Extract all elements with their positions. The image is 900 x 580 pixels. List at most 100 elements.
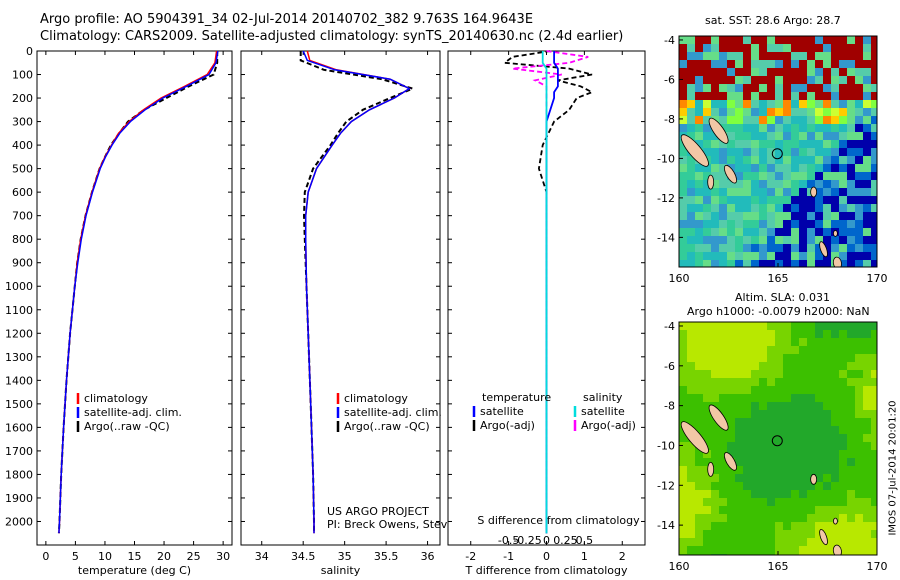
sla-cell <box>863 362 872 371</box>
sla-cell <box>679 354 688 363</box>
sst-cell <box>807 212 816 221</box>
sst-cell <box>847 204 856 213</box>
y-tick-label: 1700 <box>5 445 33 458</box>
sst-cell <box>751 140 760 149</box>
sla-cell <box>727 506 736 515</box>
sst-cell <box>719 244 728 253</box>
sla-cell <box>695 522 704 531</box>
sst-cell <box>719 260 728 267</box>
sst-cell <box>743 140 752 149</box>
sst-cell <box>719 204 728 213</box>
sla-cell <box>695 394 704 403</box>
sst-cell <box>735 116 744 125</box>
sla-cell <box>839 370 848 379</box>
sst-cell <box>751 252 760 261</box>
sst-cell <box>775 212 784 221</box>
sst-cell <box>727 100 736 109</box>
sst-cell <box>687 244 696 253</box>
sla-cell <box>751 322 760 331</box>
sal-diff-xlabel: S difference from climatology <box>477 514 640 527</box>
sst-cell <box>815 156 824 165</box>
sst-cell <box>743 148 752 157</box>
sla-cell <box>759 466 768 475</box>
sla-cell <box>823 410 832 419</box>
sst-cell <box>727 132 736 141</box>
sst-cell <box>687 84 696 93</box>
sst-cell <box>711 188 720 197</box>
sst-cell <box>783 204 792 213</box>
sla-island <box>680 421 709 454</box>
sla-cell <box>735 482 744 491</box>
sst-cell <box>679 228 688 237</box>
sst-cell <box>863 180 872 189</box>
sla-cell <box>839 490 848 499</box>
sst-cell <box>839 188 848 197</box>
sst-cell <box>719 236 728 245</box>
sst-cell <box>807 76 816 85</box>
sla-cell <box>679 506 688 515</box>
sla-cell <box>815 394 824 403</box>
sla-x-tick-label: 170 <box>867 560 888 573</box>
sla-cell <box>767 442 776 451</box>
sst-cell <box>799 60 808 69</box>
sst-cell <box>855 228 864 237</box>
sst-cell <box>823 172 832 181</box>
sst-cell <box>855 116 864 125</box>
sla-cell <box>831 330 840 339</box>
sst-cell <box>719 60 728 69</box>
sla-cell <box>719 354 728 363</box>
sla-cell <box>839 538 848 547</box>
sla-cell <box>735 458 744 467</box>
sla-cell <box>687 474 696 483</box>
sla-cell <box>735 546 744 555</box>
sst-cell <box>783 68 792 77</box>
sst-cell <box>711 140 720 149</box>
sst-cell <box>751 172 760 181</box>
sst-cell <box>815 228 824 237</box>
sst-cell <box>727 252 736 261</box>
sla-cell <box>687 370 696 379</box>
sst-cell <box>863 236 872 245</box>
sst-cell <box>711 36 720 45</box>
sla-cell <box>815 466 824 475</box>
sst-cell <box>807 260 816 267</box>
x-tick-label: 34 <box>255 550 269 563</box>
sst-cell <box>839 252 848 261</box>
sla-cell <box>727 330 736 339</box>
sla-cell <box>863 546 872 555</box>
sla-cell <box>767 378 776 387</box>
sst-cell <box>839 92 848 101</box>
sla-cell <box>759 442 768 451</box>
sst-x-tick-label: 160 <box>669 272 690 285</box>
sla-cell <box>743 506 752 515</box>
sst-cell <box>743 100 752 109</box>
sst-cell <box>823 92 832 101</box>
sst-cell <box>815 108 824 117</box>
sst-cell <box>735 164 744 173</box>
sla-cell <box>863 354 872 363</box>
sla-cell <box>783 514 792 523</box>
sst-cell <box>815 116 824 125</box>
sst-cell <box>807 44 816 53</box>
sst-cell <box>791 60 800 69</box>
sla-cell <box>719 362 728 371</box>
sla-cell <box>807 522 816 531</box>
sst-cell <box>823 52 832 61</box>
sst-cell <box>751 68 760 77</box>
sla-cell <box>799 546 808 555</box>
sla-cell <box>711 458 720 467</box>
sla-cell <box>703 490 712 499</box>
sla-cell <box>791 418 800 427</box>
diff-legend-sal-head: salinity <box>583 391 623 404</box>
sla-cell <box>791 530 800 539</box>
sst-cell <box>791 236 800 245</box>
sst-cell <box>847 68 856 77</box>
sla-cell <box>743 346 752 355</box>
sla-cell <box>695 506 704 515</box>
sst-cell <box>791 180 800 189</box>
sst-cell <box>743 228 752 237</box>
sla-cell <box>703 450 712 459</box>
sla-cell <box>863 346 872 355</box>
sla-cell <box>847 410 856 419</box>
sla-cell <box>807 410 816 419</box>
